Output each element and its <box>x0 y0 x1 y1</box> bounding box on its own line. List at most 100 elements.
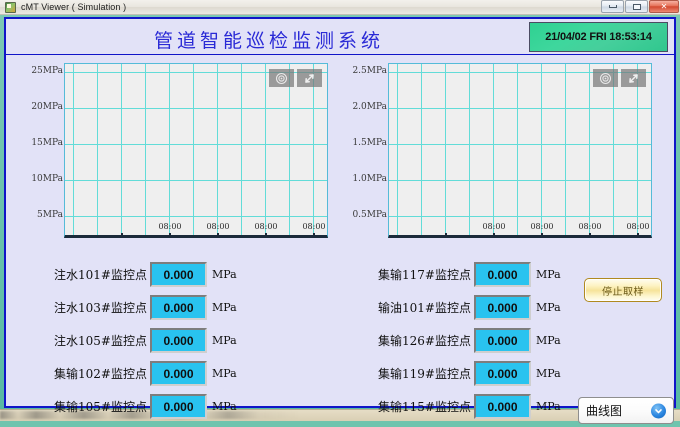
gridline-v <box>541 64 542 235</box>
x-tick-label: 08:00 <box>578 222 602 231</box>
monitor-point-value[interactable]: 0.000 <box>474 361 531 386</box>
maximize-button[interactable] <box>625 0 648 13</box>
gridline-v <box>613 64 614 235</box>
x-tick-mark <box>589 233 591 238</box>
chart-right-pressure-trend[interactable]: 2.5MPa 2.0MPa 1.5MPa 1.0MPa 0.5MPa <box>342 63 652 238</box>
stop-sampling-label: 停止取样 <box>602 286 644 298</box>
x-tick-mark <box>169 233 171 238</box>
chevron-down-icon[interactable] <box>651 403 666 418</box>
stop-sampling-button[interactable]: 停止取样 <box>584 278 662 302</box>
expand-arrow-icon <box>305 73 314 83</box>
monitor-point-unit: MPa <box>212 400 237 413</box>
chart-right-plot-area[interactable]: 08:00 08:00 08:00 08:00 <box>388 63 652 238</box>
x-tick-mark <box>637 233 639 238</box>
gridline-v <box>265 64 266 235</box>
chart-right-expand-button[interactable] <box>621 69 646 87</box>
x-tick-label: 08:00 <box>158 222 182 231</box>
chart-left-target-button[interactable] <box>269 69 294 87</box>
monitor-point-unit: MPa <box>536 367 561 380</box>
x-tick-mark <box>217 233 219 238</box>
gridline-h <box>65 144 327 145</box>
x-tick-mark <box>265 233 267 238</box>
gridline-v <box>121 64 122 235</box>
close-icon: ✕ <box>660 2 668 11</box>
monitor-point-row: 注水101#监控点 0.000 MPa <box>18 262 318 287</box>
monitor-point-value[interactable]: 0.000 <box>474 328 531 353</box>
monitor-point-label: 输油101#监控点 <box>378 301 471 315</box>
y-tick: 1.0MPa <box>352 174 387 184</box>
chart-left-pressure-trend[interactable]: 25MPa 20MPa 15MPa 10MPa 5MPa <box>18 63 328 238</box>
monitor-point-row: 输油101#监控点 0.000 MPa <box>342 295 642 320</box>
view-mode-dropdown[interactable]: 曲线图 <box>578 397 674 424</box>
gridline-v <box>421 64 422 235</box>
monitor-point-label: 注水103#监控点 <box>54 301 147 315</box>
view-mode-value: 曲线图 <box>586 404 623 418</box>
monitor-points-right-column: 集输117#监控点 0.000 MPa 输油101#监控点 0.000 MPa … <box>342 262 642 427</box>
monitor-point-row: 集输117#监控点 0.000 MPa <box>342 262 642 287</box>
target-icon <box>599 72 612 84</box>
gridline-v <box>73 64 74 235</box>
gridline-h <box>65 216 327 217</box>
gridline-v <box>313 64 314 235</box>
x-tick-label: 08:00 <box>482 222 506 231</box>
gridline-h <box>65 72 327 73</box>
gridline-h <box>389 108 651 109</box>
monitor-point-label: 注水101#监控点 <box>54 268 147 282</box>
close-button[interactable]: ✕ <box>649 0 679 13</box>
screen-header: 管道智能巡检监测系统 21/04/02 FRI 18:53:14 <box>6 19 674 55</box>
expand-arrow-icon <box>629 73 638 83</box>
gridline-v <box>241 64 242 235</box>
minimize-button[interactable] <box>601 0 624 13</box>
monitor-point-value[interactable]: 0.000 <box>474 394 531 419</box>
monitor-point-row: 注水103#监控点 0.000 MPa <box>18 295 318 320</box>
gridline-v <box>637 64 638 235</box>
monitor-point-value[interactable]: 0.000 <box>474 295 531 320</box>
x-tick-mark <box>121 233 123 238</box>
chart-left-plot-area[interactable]: 08:00 08:00 08:00 08:00 <box>64 63 328 238</box>
chart-right-target-button[interactable] <box>593 69 618 87</box>
monitor-point-row: 集输105#监控点 0.000 MPa <box>18 394 318 419</box>
monitor-point-value[interactable]: 0.000 <box>474 262 531 287</box>
x-tick-mark <box>313 233 315 238</box>
y-tick: 20MPa <box>31 102 63 112</box>
monitor-points-left-column: 注水101#监控点 0.000 MPa 注水103#监控点 0.000 MPa … <box>18 262 318 427</box>
gridline-v <box>469 64 470 235</box>
gridline-v <box>493 64 494 235</box>
gridline-v <box>397 64 398 235</box>
monitor-point-row: 集输119#监控点 0.000 MPa <box>342 361 642 386</box>
y-tick: 2.5MPa <box>352 66 387 76</box>
monitor-point-unit: MPa <box>212 268 237 281</box>
monitor-point-value[interactable]: 0.000 <box>150 328 207 353</box>
app-icon <box>5 1 16 13</box>
monitor-point-unit: MPa <box>212 301 237 314</box>
maximize-icon <box>632 3 641 10</box>
monitor-point-row: 集输115#监控点 0.000 MPa <box>342 394 642 419</box>
page-title: 管道智能巡检监测系统 <box>154 30 385 52</box>
gridline-v <box>97 64 98 235</box>
chart-left-expand-button[interactable] <box>297 69 322 87</box>
window-titlebar[interactable]: cMT Viewer ( Simulation ) ✕ <box>0 0 680 15</box>
x-tick-mark <box>493 233 495 238</box>
chart-right-toolbar <box>593 69 646 87</box>
x-tick-label: 08:00 <box>530 222 554 231</box>
monitor-point-unit: MPa <box>212 367 237 380</box>
y-tick: 0.5MPa <box>352 210 387 220</box>
x-tick-label: 08:00 <box>206 222 230 231</box>
monitor-point-value[interactable]: 0.000 <box>150 262 207 287</box>
gridline-h <box>65 180 327 181</box>
monitor-point-label: 注水105#监控点 <box>54 334 147 348</box>
gridline-v <box>589 64 590 235</box>
monitor-point-unit: MPa <box>536 301 561 314</box>
gridline-v <box>193 64 194 235</box>
monitor-point-label: 集输126#监控点 <box>378 334 471 348</box>
monitor-point-value[interactable]: 0.000 <box>150 394 207 419</box>
monitor-point-value[interactable]: 0.000 <box>150 295 207 320</box>
monitor-point-value[interactable]: 0.000 <box>150 361 207 386</box>
gridline-v <box>145 64 146 235</box>
y-tick: 5MPa <box>37 210 63 220</box>
gridline-v <box>517 64 518 235</box>
gridline-h <box>389 144 651 145</box>
x-tick-mark <box>541 233 543 238</box>
x-tick-mark <box>445 233 447 238</box>
monitor-point-unit: MPa <box>536 334 561 347</box>
